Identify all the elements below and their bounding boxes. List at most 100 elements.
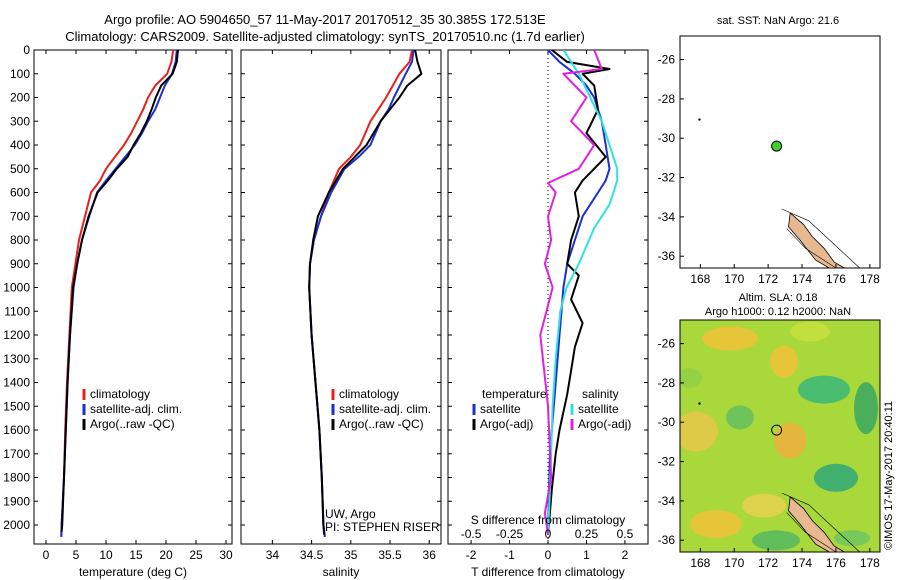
x-axis-label-top: S difference from climatology <box>471 513 626 527</box>
y-tick-label: 800 <box>10 233 30 247</box>
coast-contour <box>781 208 861 269</box>
legend-label: temperature <box>482 387 547 401</box>
field-patch <box>798 375 850 404</box>
map-x-tick-label: 174 <box>792 556 812 570</box>
y-tick-label: 600 <box>10 186 30 200</box>
map-y-tick-label: -26 <box>658 337 676 351</box>
map-y-tick-label: -28 <box>658 92 676 106</box>
legend-label: Argo(..raw -QC) <box>339 417 424 431</box>
map-x-tick-label: 170 <box>724 272 744 286</box>
y-tick-label: 1800 <box>3 471 30 485</box>
y-tick-label: 400 <box>10 138 30 152</box>
map-x-tick-label: 172 <box>758 272 778 286</box>
s-tick-label: -0.5 <box>461 527 482 541</box>
plot-title-line1: Argo profile: AO 5904650_57 11-May-2017 … <box>104 12 546 27</box>
x-tick-label: 15 <box>129 548 143 562</box>
island-dot <box>698 402 701 405</box>
x-tick-label: 34 <box>266 548 280 562</box>
s-tick-label: 0.5 <box>617 527 634 541</box>
x-tick-label: 34.5 <box>300 548 324 562</box>
field-patch <box>726 405 754 430</box>
plot-title-line2: Climatology: CARS2009. Satellite-adjuste… <box>65 29 585 44</box>
legend-label: satellite <box>480 402 521 416</box>
legend-label: satellite <box>578 402 619 416</box>
x-tick-label: 2 <box>622 548 629 562</box>
x-axis-label: temperature (deg C) <box>79 565 187 579</box>
map-sla-label2: Argo h1000: 0.12 h2000: NaN <box>705 306 851 318</box>
y-tick-label: 1400 <box>3 376 30 390</box>
map-frame <box>679 319 881 553</box>
series-group <box>308 50 423 538</box>
x-tick-label: 20 <box>159 548 173 562</box>
legend-label: salinity <box>582 387 619 401</box>
y-tick-label: 1900 <box>3 494 30 508</box>
map-y-tick-label: -32 <box>658 455 676 469</box>
plot-frame <box>447 49 649 545</box>
map-x-tick-label: 168 <box>690 556 710 570</box>
series-group <box>539 50 619 535</box>
field-patch <box>814 463 858 492</box>
credit-text: ©IMOS 17-May-2017 20:40:11 <box>883 401 895 550</box>
x-tick-label: 35 <box>344 548 358 562</box>
field-patch <box>774 422 806 459</box>
legend-label: climatology <box>90 387 150 401</box>
x-tick-label: 0 <box>545 548 552 562</box>
map-x-tick-label: 178 <box>860 556 880 570</box>
legend-label: Argo(-adj) <box>480 417 533 431</box>
map-x-tick-label: 172 <box>758 556 778 570</box>
s-tick-label: 0 <box>545 527 552 541</box>
map-sst: 168 170 172 174 176 178 -26 -28 -30 -32 -34 -36 <box>658 35 881 286</box>
y-tick-label: 300 <box>10 114 30 128</box>
annotation-text: UW, Argo <box>325 507 376 521</box>
map-sst-label: sat. SST: NaN Argo: 21.6 <box>717 15 839 27</box>
x-tick-label: 30 <box>219 548 233 562</box>
s-tick-label: -0.25 <box>496 527 524 541</box>
map-x-tick-label: 178 <box>860 272 880 286</box>
map-y-tick-label: -36 <box>658 249 676 263</box>
field-patch <box>680 368 702 388</box>
x-tick-label: -1 <box>504 548 515 562</box>
chart-panel-1: 0 5 10 15 20 25 300100200300400500600700800900… <box>3 43 233 579</box>
credit-label: ©IMOS 17-May-2017 20:40:11 <box>878 318 898 550</box>
y-tick-label: 700 <box>10 209 30 223</box>
map-y-tick-label: -28 <box>658 376 676 390</box>
field-patch <box>742 493 786 518</box>
annotation-text: PI: STEPHEN RISER <box>325 520 440 534</box>
sla-field <box>680 320 880 552</box>
map-x-tick-label: 170 <box>724 556 744 570</box>
field-patch <box>702 326 758 351</box>
y-tick-label: 200 <box>10 91 30 105</box>
y-tick-label: 1600 <box>3 423 30 437</box>
x-tick-label: 0 <box>43 548 50 562</box>
map-x-tick-label: 168 <box>690 272 710 286</box>
x-tick-label: 1 <box>583 548 590 562</box>
series-group <box>60 50 179 537</box>
legend-label: satellite-adj. clim. <box>339 402 431 416</box>
field-patch <box>680 411 718 452</box>
y-tick-label: 2000 <box>3 518 30 532</box>
y-tick-label: 1300 <box>3 352 30 366</box>
map-x-tick-label: 174 <box>792 272 812 286</box>
chart-panel-3: -2 -1 0 1 2 T difference from climatology temp… <box>447 49 649 579</box>
map-y-tick-label: -30 <box>658 415 676 429</box>
map-y-tick-label: -34 <box>658 494 676 508</box>
legend-label: Argo(-adj) <box>578 417 631 431</box>
map-x-tick-label: 176 <box>826 272 846 286</box>
map-y-tick-label: -26 <box>658 53 676 67</box>
x-tick-label: 36 <box>423 548 437 562</box>
y-tick-label: 900 <box>10 257 30 271</box>
field-patch <box>790 321 830 342</box>
map-y-tick-label: -34 <box>658 210 676 224</box>
s-tick-label: 0.25 <box>575 527 599 541</box>
x-tick-label: 10 <box>99 548 113 562</box>
series-line-salinity-satellite <box>547 50 619 535</box>
y-tick-label: 100 <box>10 67 30 81</box>
series-line-argo-adj- <box>547 50 611 535</box>
y-tick-label: 1100 <box>4 304 30 318</box>
y-tick-label: 0 <box>23 43 30 57</box>
argo-position-marker <box>771 140 783 152</box>
chart-panel-2: 34 34.5 35 35.5 36 salinity climatologysatelli… <box>240 49 442 579</box>
x-tick-label: -2 <box>466 548 477 562</box>
x-tick-label: 5 <box>73 548 80 562</box>
